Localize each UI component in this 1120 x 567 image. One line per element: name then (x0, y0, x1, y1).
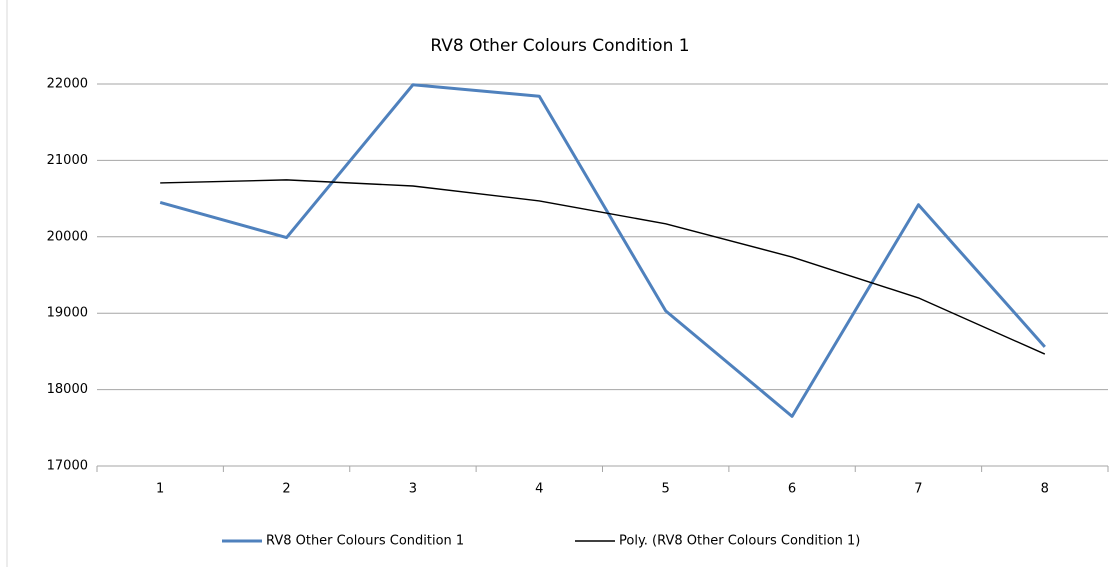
x-tick-label: 5 (662, 482, 670, 497)
y-tick-label: 20000 (47, 229, 88, 244)
x-tick-label: 3 (409, 482, 417, 497)
chart-title: RV8 Other Colours Condition 1 (430, 36, 689, 56)
x-tick-label: 1 (156, 482, 164, 497)
y-tick-label: 19000 (47, 306, 88, 321)
y-tick-label: 17000 (47, 459, 88, 474)
y-tick-label: 21000 (47, 153, 88, 168)
legend-label: Poly. (RV8 Other Colours Condition 1) (619, 534, 860, 549)
x-tick-label: 8 (1041, 482, 1049, 497)
trend-line (160, 179, 1046, 355)
x-tick-label: 2 (282, 482, 290, 497)
x-tick-label: 7 (914, 482, 922, 497)
x-tick-label: 4 (535, 482, 543, 497)
data-line (159, 83, 1046, 418)
y-tick-label: 22000 (47, 77, 88, 92)
x-tick-label: 6 (788, 482, 796, 497)
legend-label: RV8 Other Colours Condition 1 (266, 534, 464, 549)
y-tick-label: 18000 (47, 382, 88, 397)
